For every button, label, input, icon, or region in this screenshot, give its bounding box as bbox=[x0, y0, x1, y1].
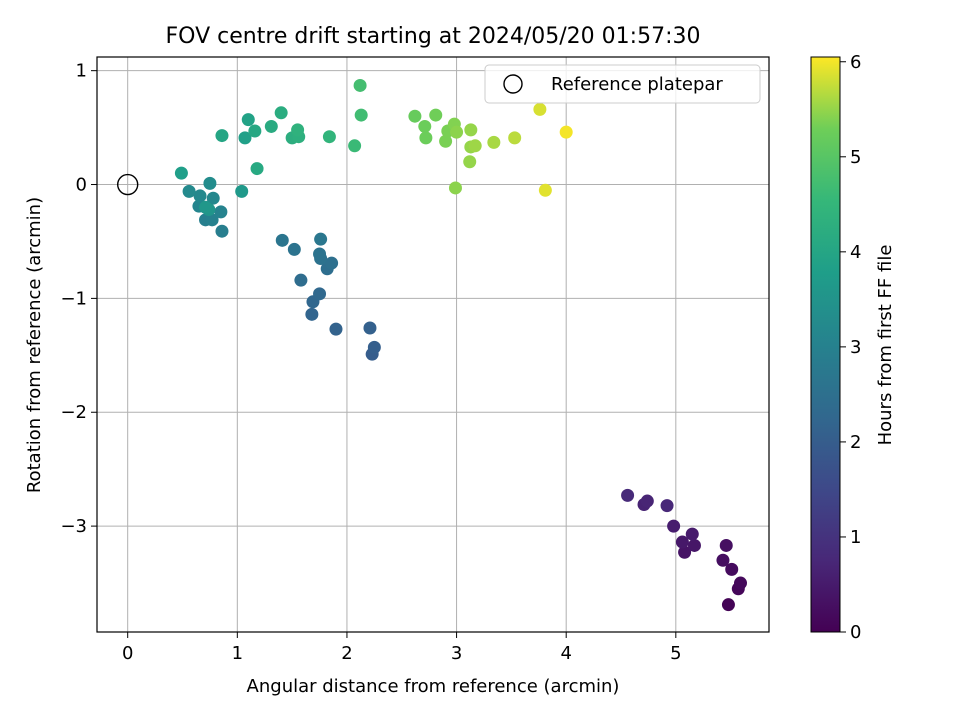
data-point bbox=[182, 184, 196, 198]
legend-label: Reference platepar bbox=[551, 74, 723, 95]
x-tick-label: 0 bbox=[122, 643, 133, 664]
y-tick-label: −3 bbox=[60, 516, 87, 537]
data-point bbox=[235, 184, 249, 198]
data-point bbox=[174, 166, 188, 180]
y-tick-label: 1 bbox=[76, 61, 87, 82]
data-point bbox=[660, 499, 674, 513]
grid-lines bbox=[97, 57, 769, 632]
data-point bbox=[685, 527, 699, 541]
data-point bbox=[264, 119, 278, 133]
colorbar-ticks: 0 1 2 3 4 5 6 bbox=[840, 52, 861, 643]
data-point bbox=[716, 553, 730, 567]
data-point bbox=[464, 123, 478, 137]
data-point bbox=[274, 106, 288, 120]
y-tick-label: 0 bbox=[76, 175, 87, 196]
reference-marker-layer bbox=[116, 173, 139, 196]
colorbar-tick-label: 0 bbox=[850, 622, 861, 643]
data-point bbox=[678, 545, 692, 559]
chart-title: FOV centre drift starting at 2024/05/20 … bbox=[166, 24, 701, 49]
data-point bbox=[313, 247, 327, 261]
data-point bbox=[733, 576, 747, 590]
data-point bbox=[640, 494, 654, 508]
colorbar-tick-label: 2 bbox=[850, 432, 861, 453]
reference-platepar-marker bbox=[116, 173, 139, 196]
data-point bbox=[275, 233, 289, 247]
data-point bbox=[419, 131, 433, 145]
data-point bbox=[329, 322, 343, 336]
data-point bbox=[721, 598, 735, 612]
data-point bbox=[719, 538, 733, 552]
data-point bbox=[206, 191, 220, 205]
colorbar-tick-label: 5 bbox=[850, 147, 861, 168]
y-tick-label: −2 bbox=[60, 402, 87, 423]
y-tick-label: −1 bbox=[60, 288, 87, 309]
data-point bbox=[487, 135, 501, 149]
data-point bbox=[667, 519, 681, 533]
data-point bbox=[621, 488, 635, 502]
data-point bbox=[205, 213, 219, 227]
data-point bbox=[199, 200, 213, 214]
data-point bbox=[250, 162, 264, 176]
colorbar-tick-label: 4 bbox=[850, 242, 861, 263]
legend-marker-icon bbox=[503, 74, 523, 94]
data-point bbox=[291, 123, 305, 137]
x-tick-label: 1 bbox=[232, 643, 243, 664]
data-point bbox=[418, 119, 432, 133]
data-point bbox=[203, 176, 217, 190]
colorbar-tick-label: 6 bbox=[850, 52, 861, 73]
colorbar-tick-label: 1 bbox=[850, 527, 861, 548]
data-point bbox=[448, 181, 462, 195]
data-point bbox=[687, 538, 701, 552]
data-point bbox=[238, 131, 252, 145]
x-axis-label: Angular distance from reference (arcmin) bbox=[247, 676, 620, 697]
data-point bbox=[533, 102, 547, 116]
data-point bbox=[367, 340, 381, 354]
legend-box bbox=[484, 64, 761, 104]
data-point bbox=[508, 131, 522, 145]
data-point bbox=[215, 129, 229, 143]
data-point bbox=[725, 562, 739, 576]
data-point bbox=[193, 189, 207, 203]
data-points bbox=[174, 78, 747, 612]
data-point bbox=[439, 134, 453, 148]
data-point bbox=[214, 205, 228, 219]
data-point bbox=[287, 242, 301, 256]
x-tick-label: 4 bbox=[560, 643, 571, 664]
y-axis-ticks: −3 −2 −1 0 1 bbox=[60, 61, 97, 537]
data-point bbox=[314, 232, 328, 246]
data-point bbox=[215, 224, 229, 238]
data-point bbox=[248, 124, 262, 138]
x-tick-label: 2 bbox=[341, 643, 352, 664]
data-point bbox=[294, 273, 308, 287]
data-point bbox=[468, 139, 482, 153]
plot-frame bbox=[96, 56, 770, 633]
data-point bbox=[322, 130, 336, 144]
legend: Reference platepar bbox=[484, 64, 761, 104]
data-point bbox=[305, 307, 319, 321]
data-point bbox=[353, 78, 367, 92]
colorbar-label: Hours from first FF file bbox=[875, 245, 896, 446]
data-point bbox=[675, 535, 689, 549]
data-point bbox=[538, 183, 552, 197]
colorbar-tick-label: 3 bbox=[850, 337, 861, 358]
data-point bbox=[429, 108, 443, 122]
data-point bbox=[354, 108, 368, 122]
data-point bbox=[313, 287, 327, 301]
y-axis-label: Rotation from reference (arcmin) bbox=[24, 197, 45, 493]
data-point bbox=[559, 125, 573, 139]
data-point bbox=[348, 139, 362, 153]
data-point bbox=[363, 321, 377, 335]
colorbar bbox=[810, 56, 841, 633]
x-axis-ticks: 0 1 2 3 4 5 bbox=[122, 632, 682, 664]
data-point bbox=[325, 256, 339, 270]
data-point bbox=[408, 109, 422, 123]
x-tick-label: 5 bbox=[670, 643, 681, 664]
data-point bbox=[450, 125, 464, 139]
data-point bbox=[463, 155, 477, 169]
x-tick-label: 3 bbox=[451, 643, 462, 664]
data-point bbox=[241, 113, 255, 127]
